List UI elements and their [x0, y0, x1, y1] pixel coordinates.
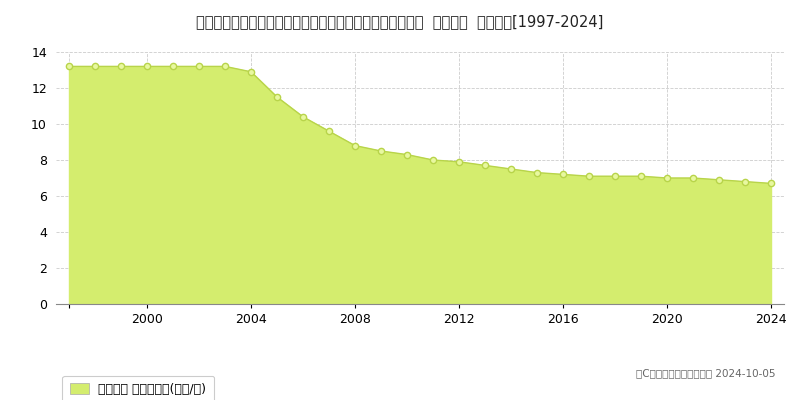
Text: （C）土地価格ドットコム 2024-10-05: （C）土地価格ドットコム 2024-10-05 [637, 368, 776, 378]
Legend: 基準地価 平均坪単価(万円/坪): 基準地価 平均坪単価(万円/坪) [62, 376, 214, 400]
Text: 山口県熊毛郡田布施町大字大波野字下正下給３２４番１８  基準地価  地価推移[1997-2024]: 山口県熊毛郡田布施町大字大波野字下正下給３２４番１８ 基準地価 地価推移[199… [196, 14, 604, 29]
